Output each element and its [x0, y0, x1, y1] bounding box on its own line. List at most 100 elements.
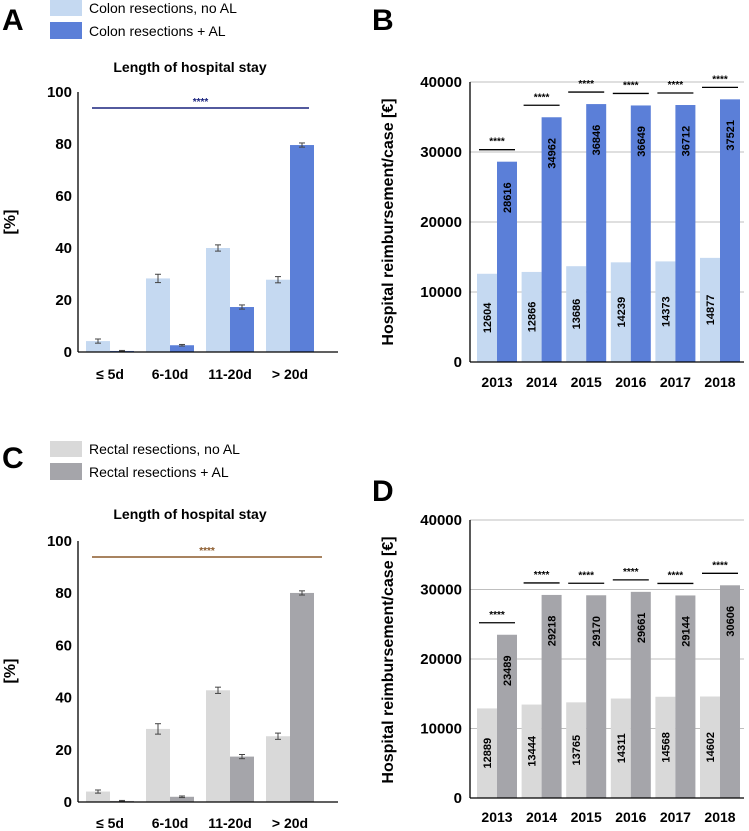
chart-b-bar [630, 105, 651, 362]
chart-c-xtick: ≤ 5d [96, 815, 124, 831]
chart-b-significance-label: **** [489, 137, 505, 148]
panel-label-d: D [372, 475, 394, 508]
chart-b-bar [521, 271, 542, 362]
chart-a-ytick: 0 [64, 344, 72, 361]
chart-c-ytick: 0 [64, 794, 72, 811]
chart-d-data-label: 29218 [547, 616, 559, 647]
legend-label-colon-al: Colon resections + AL [89, 23, 226, 39]
chart-b-significance-label: **** [578, 79, 594, 90]
chart-d-significance-label: **** [668, 570, 684, 581]
legend-label-colon-no-al: Colon resections, no AL [89, 0, 237, 16]
chart-d-bar [521, 704, 542, 798]
chart-d-significance-label: **** [712, 560, 728, 571]
chart-d: 0 10000 20000 30000 40000 12889 23489 2013 **** 1… [420, 512, 744, 825]
chart-a-significance-label: **** [193, 97, 209, 108]
chart-a-title: Length of hospital stay [113, 59, 266, 75]
chart-a-bar [170, 345, 194, 352]
chart-d-data-label: 13444 [527, 735, 539, 766]
chart-d-significance-label: **** [623, 567, 639, 578]
chart-b-data-label: 36712 [680, 126, 692, 157]
legend-label-rectal-al: Rectal resections + AL [89, 464, 229, 480]
legend-rectal: Rectal resections, no AL Rectal resectio… [50, 441, 240, 480]
chart-c: 0 20 40 60 80 100 ≤ 5d 6-10d 11-20d > 20d **** [47, 533, 338, 831]
chart-b-bar [541, 117, 562, 363]
chart-a-bar [206, 248, 230, 352]
chart-d-bar [566, 702, 587, 798]
chart-c-bar [290, 592, 314, 802]
chart-b-data-label: 13686 [571, 299, 583, 330]
chart-c-xtick: 11-20d [208, 815, 252, 831]
chart-d-xtick: 2013 [481, 809, 512, 825]
chart-a-ytick: 60 [55, 188, 72, 205]
chart-b-significance-label: **** [668, 80, 684, 91]
chart-b-xtick: 2018 [704, 374, 735, 390]
chart-d-data-label: 13765 [571, 735, 583, 766]
chart-a-xtick: 6-10d [152, 366, 189, 382]
chart-d-ytick: 10000 [420, 721, 462, 738]
chart-d-significance-label: **** [534, 570, 550, 581]
chart-d-bar [720, 585, 740, 798]
chart-d-ytick: 0 [454, 790, 462, 807]
chart-a: 0 20 40 60 80 100 ≤ 5d 6-10d 11-20d > 20d **** [47, 84, 338, 382]
chart-b-bar [497, 161, 517, 362]
chart-b-xtick: 2013 [481, 374, 512, 390]
chart-d-bar [477, 708, 497, 798]
chart-a-bar [146, 278, 170, 352]
chart-d-xtick: 2015 [571, 809, 602, 825]
chart-a-bar [290, 145, 314, 352]
chart-c-bar [230, 756, 254, 802]
chart-c-ytick: 100 [47, 533, 72, 550]
legend-swatch-colon-no-al [50, 0, 82, 16]
legend-colon: Colon resections, no AL Colon resections… [50, 0, 237, 39]
chart-d-ylabel: Hospital reimbursement/case [€] [380, 536, 397, 783]
chart-b-data-label: 14877 [705, 295, 717, 326]
chart-b: 0 10000 20000 30000 40000 12604 28616 2013 **** 1… [420, 74, 744, 390]
chart-b-data-label: 34962 [547, 138, 559, 169]
chart-d-data-label: 14568 [660, 732, 672, 763]
chart-d-data-label: 14602 [705, 732, 717, 763]
chart-d-bar [700, 696, 720, 798]
chart-b-bar [566, 266, 587, 362]
chart-c-ytick: 60 [55, 637, 72, 654]
chart-c-ytick: 80 [55, 585, 72, 602]
chart-a-xtick: > 20d [272, 366, 308, 382]
legend-swatch-rectal-al [50, 463, 82, 480]
chart-c-bar [86, 791, 110, 802]
chart-b-ytick: 20000 [420, 214, 462, 231]
chart-a-bar [86, 341, 110, 352]
chart-b-ytick: 30000 [420, 144, 462, 161]
chart-c-ylabel: [%] [2, 659, 19, 684]
chart-b-data-label: 14373 [660, 296, 672, 327]
chart-d-significance-label: **** [578, 570, 594, 581]
chart-a-bar [266, 279, 290, 352]
chart-d-ytick: 40000 [420, 512, 462, 529]
chart-b-data-label: 36649 [636, 126, 648, 157]
chart-b-data-label: 14239 [616, 297, 628, 328]
chart-c-ytick: 20 [55, 742, 72, 759]
chart-b-data-label: 36846 [591, 125, 603, 156]
chart-b-significance-label: **** [534, 92, 550, 103]
chart-b-xtick: 2014 [526, 374, 557, 390]
chart-d-bar [610, 698, 631, 798]
chart-c-bar [170, 796, 194, 802]
legend-swatch-colon-al [50, 22, 82, 39]
chart-d-significance-label: **** [489, 610, 505, 621]
chart-d-data-label: 23489 [502, 655, 514, 686]
chart-a-ylabel: [%] [2, 210, 19, 235]
chart-d-bar [675, 595, 696, 798]
chart-c-bar [266, 736, 290, 802]
chart-b-bar [610, 262, 631, 362]
chart-b-ytick: 0 [454, 354, 462, 371]
legend-swatch-rectal-no-al [50, 441, 82, 457]
chart-b-xtick: 2017 [660, 374, 691, 390]
chart-b-significance-label: **** [623, 80, 639, 91]
chart-a-ytick: 40 [55, 240, 72, 257]
chart-d-data-label: 29661 [636, 613, 648, 644]
panel-label-b: B [372, 4, 394, 37]
chart-b-ytick: 10000 [420, 284, 462, 301]
chart-d-xtick: 2017 [660, 809, 691, 825]
chart-c-bar [206, 690, 230, 802]
chart-c-xtick: > 20d [272, 815, 308, 831]
chart-d-xtick: 2014 [526, 809, 557, 825]
